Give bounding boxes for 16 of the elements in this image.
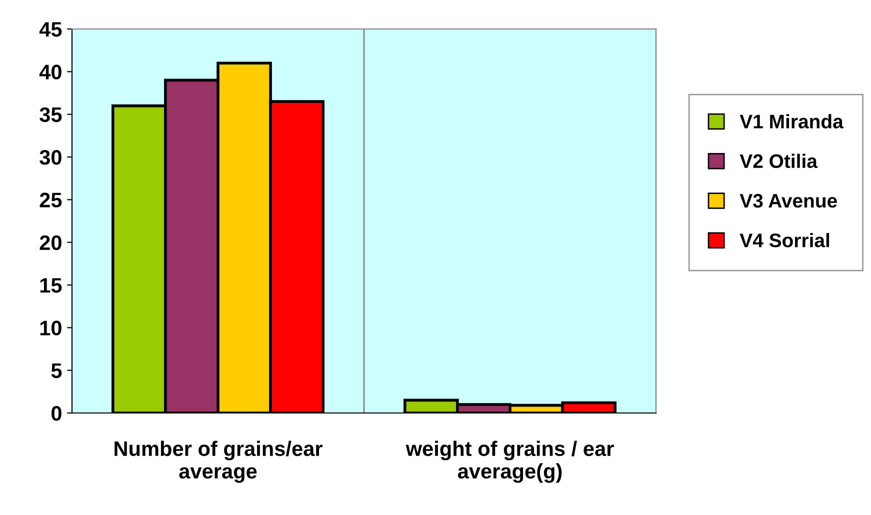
legend-label: V2 Otilia [740,154,818,168]
y-tick-label: 45 [39,22,62,37]
y-tick-label: 0 [52,406,62,421]
y-tick-label: 30 [40,150,62,165]
y-tick-label: 10 [40,320,62,336]
legend-label: V3 Avenue [740,194,837,208]
y-tick-label: 35 [40,107,62,122]
legend-label: V1 Miranda [740,114,844,128]
y-tick-label: 25 [40,192,62,208]
x-tick-label: Number of grains/ear average [114,440,322,483]
legend-label: V4 Sorrial [740,233,830,248]
y-tick-label: 40 [39,64,62,80]
y-tick-label: 15 [40,278,62,293]
y-tick-label: 20 [40,235,62,250]
x-tick-label: weight of grains / ear average(g) [406,440,614,483]
y-tick-label: 5 [51,364,62,378]
